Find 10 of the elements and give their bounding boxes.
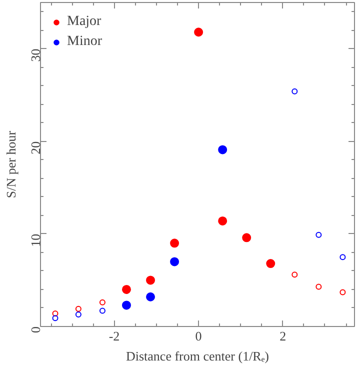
- y-tick-label: 10: [28, 234, 43, 247]
- legend-label: Minor: [67, 34, 102, 50]
- legend-label: Major: [67, 14, 102, 30]
- y-axis-title: S/N per hour: [4, 130, 18, 198]
- x-tick-label: -2: [108, 328, 120, 344]
- y-tick-label: 30: [28, 48, 43, 62]
- x-axis-title: Distance from center (1/Rₑ): [126, 348, 270, 364]
- x-tick-label: 0: [195, 328, 202, 344]
- y-tick-label: 20: [28, 141, 43, 154]
- x-tick-label: 2: [280, 328, 286, 344]
